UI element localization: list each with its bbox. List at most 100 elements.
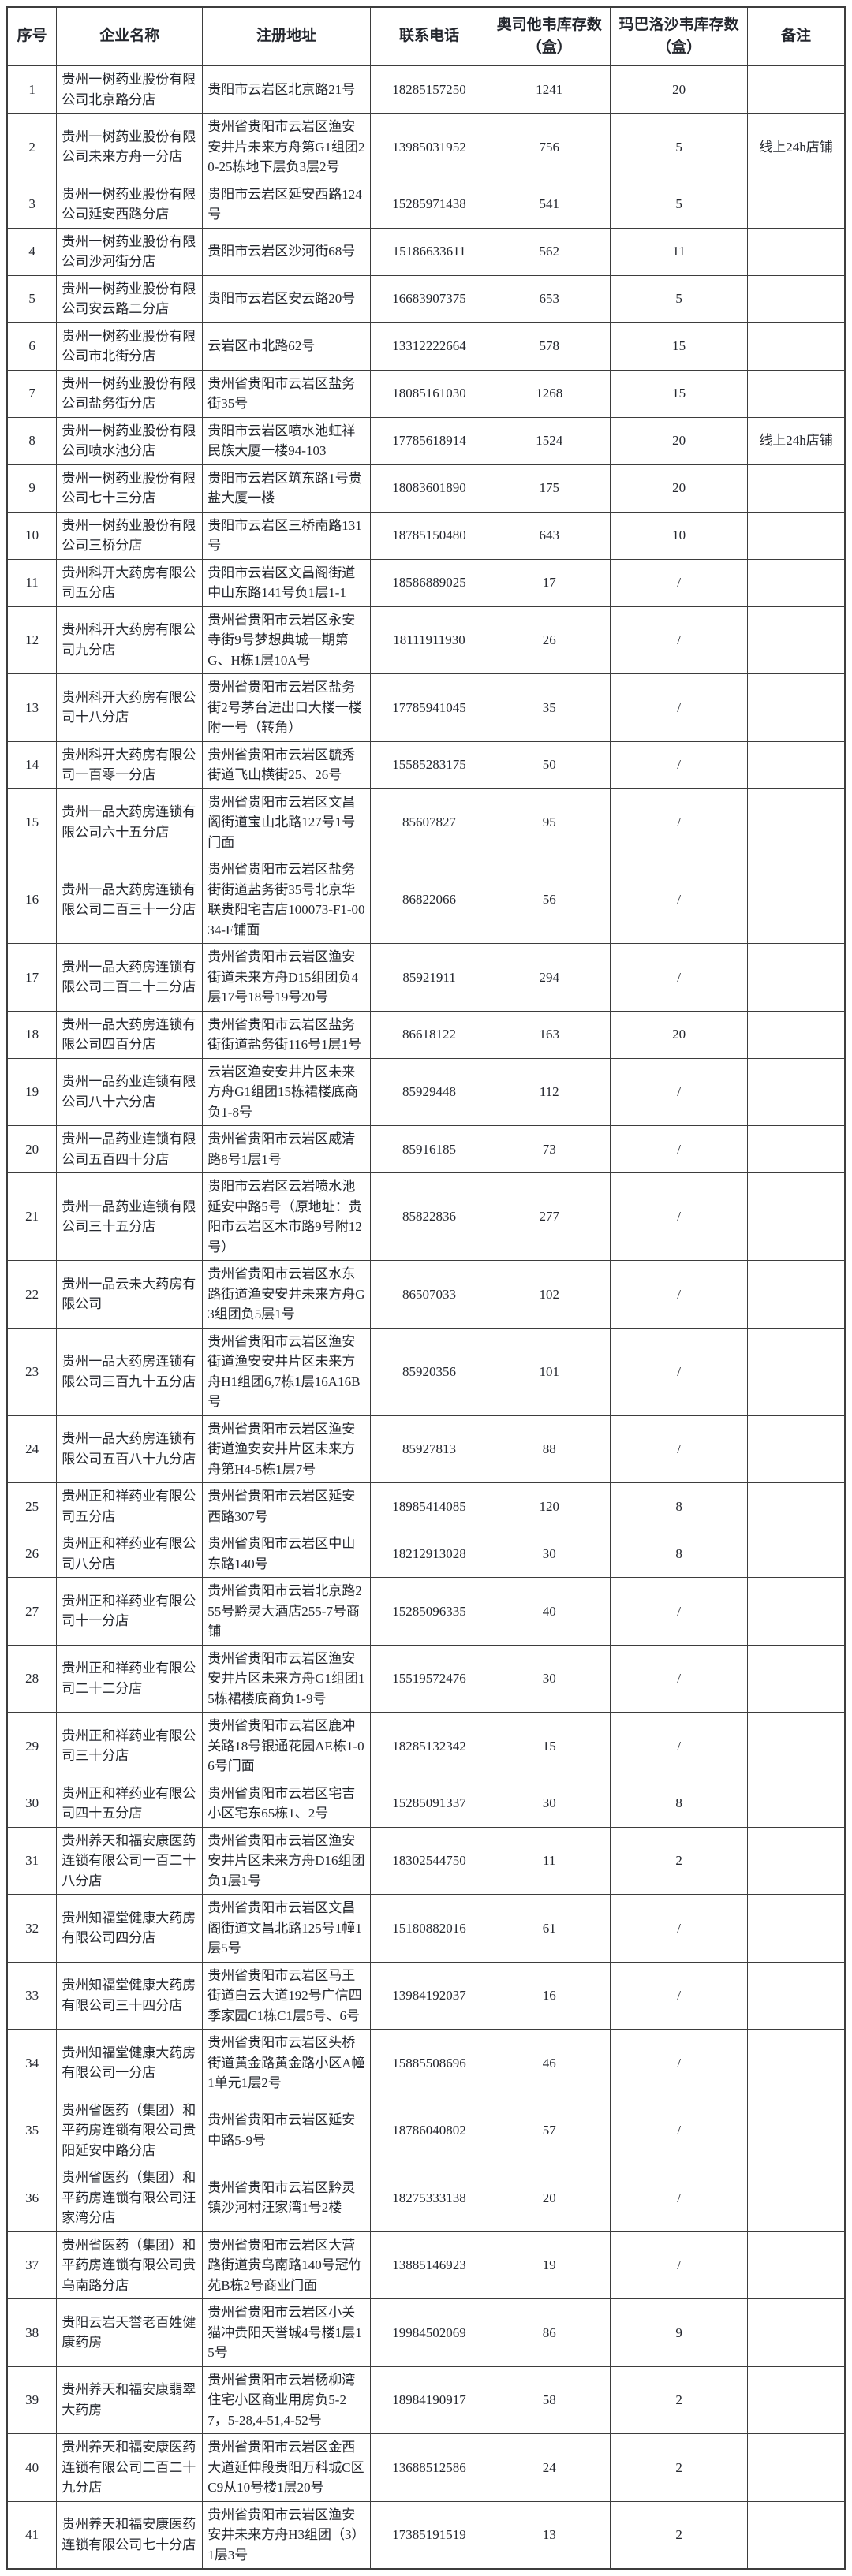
cell-address: 贵州省贵阳市云岩区渔安街道未来方舟D15组团负4层17号18号19号20号 [202, 943, 371, 1012]
cell-oseltamivir: 1268 [488, 369, 611, 418]
cell-oseltamivir: 56 [488, 856, 611, 944]
cell-oseltamivir: 16 [488, 1961, 611, 2030]
cell-remark [747, 606, 846, 674]
cell-baloxavir: 9 [610, 2298, 749, 2367]
cell-oseltamivir: 11 [488, 1826, 611, 1895]
cell-baloxavir: 2 [610, 2433, 749, 2502]
cell-name: 贵州一树药业股份有限公司延安西路分店 [56, 180, 204, 229]
cell-remark [747, 65, 846, 114]
cell-name: 贵州一品云未大药房有限公司 [56, 1260, 204, 1329]
cell-oseltamivir: 163 [488, 1010, 611, 1059]
cell-phone: 85607827 [369, 788, 489, 856]
cell-remark [747, 464, 846, 513]
table-row: 20 贵州一品药业连锁有限公司五百四十分店 贵州省贵阳市云岩区威清路8号1层1号 85… [6, 1125, 846, 1173]
cell-remark [747, 322, 846, 371]
cell-baloxavir: 2 [610, 1826, 749, 1895]
table-row: 23 贵州一品大药房连锁有限公司三百九十五分店 贵州省贵阳市云岩区渔安街道渔安安井片… [6, 1327, 846, 1416]
cell-seq: 10 [6, 511, 58, 560]
cell-remark [747, 511, 846, 560]
cell-remark: 线上24h店铺 [747, 113, 846, 181]
cell-phone: 17785618914 [369, 416, 489, 465]
cell-baloxavir: / [610, 2096, 749, 2164]
cell-name: 贵州一品大药房连锁有限公司三百九十五分店 [56, 1327, 204, 1416]
cell-phone: 13688512586 [369, 2433, 489, 2502]
cell-remark [747, 2096, 846, 2164]
cell-name: 贵州一树药业股份有限公司安云路二分店 [56, 274, 204, 323]
cell-name: 贵州一品大药房连锁有限公司二百三十一分店 [56, 856, 204, 944]
cell-address: 贵州省贵阳市云岩区渔安安井片区未来方舟G1组团15栋裙楼底商负1-9号 [202, 1644, 371, 1713]
cell-oseltamivir: 756 [488, 113, 611, 181]
table-row: 32 贵州知福堂健康大药房有限公司四分店 贵州省贵阳市云岩区文昌阁街道文昌北路125… [6, 1894, 846, 1963]
cell-name: 贵州养天和福安康医药连锁有限公司七十分店 [56, 2500, 204, 2570]
cell-baloxavir: 20 [610, 1010, 749, 1059]
cell-address: 贵阳市云岩区北京路21号 [202, 65, 371, 114]
cell-name: 贵州一品大药房连锁有限公司四百分店 [56, 1010, 204, 1059]
cell-address: 贵州省贵阳市云岩区文昌阁街道文昌北路125号1幢1层5号 [202, 1894, 371, 1963]
cell-phone: 15585283175 [369, 740, 489, 789]
cell-baloxavir: / [610, 1577, 749, 1646]
cell-phone: 18785150480 [369, 511, 489, 560]
cell-remark [747, 856, 846, 944]
cell-seq: 28 [6, 1644, 58, 1713]
cell-oseltamivir: 30 [488, 1530, 611, 1578]
cell-remark [747, 2164, 846, 2232]
cell-seq: 30 [6, 1779, 58, 1828]
table-row: 30 贵州正和祥药业有限公司四十五分店 贵州省贵阳市云岩区宅吉小区宅东65栋1、2号… [6, 1779, 846, 1828]
cell-name: 贵州一品药业连锁有限公司三十五分店 [56, 1172, 204, 1261]
cell-seq: 41 [6, 2500, 58, 2570]
cell-oseltamivir: 17 [488, 558, 611, 607]
cell-seq: 20 [6, 1125, 58, 1173]
cell-remark [747, 788, 846, 856]
cell-oseltamivir: 30 [488, 1779, 611, 1828]
cell-baloxavir: / [610, 1172, 749, 1261]
cell-name: 贵州正和祥药业有限公司四十五分店 [56, 1779, 204, 1828]
table-row: 12 贵州科开大药房有限公司九分店 贵州省贵阳市云岩区永安寺街9号梦想典城一期第G、… [6, 606, 846, 674]
cell-phone: 15285096335 [369, 1577, 489, 1646]
cell-address: 贵州省贵阳市云岩区大营路街道贵乌南路140号冠竹苑B栋2号商业门面 [202, 2231, 371, 2299]
cell-oseltamivir: 95 [488, 788, 611, 856]
cell-seq: 11 [6, 558, 58, 607]
cell-baloxavir: / [610, 2029, 749, 2097]
cell-address: 贵阳市云岩区文昌阁街道中山东路141号负1层1-1 [202, 558, 371, 607]
cell-name: 贵州知福堂健康大药房有限公司三十四分店 [56, 1961, 204, 2030]
cell-name: 贵州正和祥药业有限公司二十二分店 [56, 1644, 204, 1713]
cell-baloxavir: / [610, 673, 749, 742]
table-row: 15 贵州一品大药房连锁有限公司六十五分店 贵州省贵阳市云岩区文昌阁街道宝山北路12… [6, 788, 846, 856]
cell-phone: 16683907375 [369, 274, 489, 323]
cell-remark [747, 1172, 846, 1261]
cell-phone: 18083601890 [369, 464, 489, 513]
cell-oseltamivir: 562 [488, 227, 611, 276]
column-header-baloxavir: 玛巴洛沙韦库存数（盒） [610, 6, 749, 66]
cell-seq: 39 [6, 2365, 58, 2434]
cell-seq: 12 [6, 606, 58, 674]
cell-baloxavir: / [610, 1260, 749, 1329]
table-row: 40 贵州养天和福安康医药连锁有限公司二百二十九分店 贵州省贵阳市云岩区金西大道延伸… [6, 2433, 846, 2502]
cell-remark [747, 369, 846, 418]
cell-oseltamivir: 102 [488, 1260, 611, 1329]
cell-baloxavir: 2 [610, 2365, 749, 2434]
cell-remark [747, 1961, 846, 2030]
cell-oseltamivir: 175 [488, 464, 611, 513]
cell-seq: 23 [6, 1327, 58, 1416]
cell-name: 贵州养天和福安康医药连锁有限公司二百二十九分店 [56, 2433, 204, 2502]
cell-name: 贵州科开大药房有限公司一百零一分店 [56, 740, 204, 789]
cell-baloxavir: 5 [610, 180, 749, 229]
cell-baloxavir: 8 [610, 1482, 749, 1530]
cell-address: 贵州省贵阳市云岩区盐务街街道盐务街35号北京华联贵阳宅吉店100073-F1-0… [202, 856, 371, 944]
cell-oseltamivir: 20 [488, 2164, 611, 2232]
cell-seq: 4 [6, 227, 58, 276]
cell-oseltamivir: 73 [488, 1125, 611, 1173]
cell-seq: 31 [6, 1826, 58, 1895]
table-row: 21 贵州一品药业连锁有限公司三十五分店 贵阳市云岩区云岩喷水池延安中路5号（原地址… [6, 1172, 846, 1261]
cell-address: 贵州省贵阳市云岩区小关猫冲贵阳天誉城4号楼1层15号 [202, 2298, 371, 2367]
cell-oseltamivir: 643 [488, 511, 611, 560]
cell-name: 贵州一树药业股份有限公司七十三分店 [56, 464, 204, 513]
cell-phone: 18984190917 [369, 2365, 489, 2434]
table-row: 3 贵州一树药业股份有限公司延安西路分店 贵阳市云岩区延安西路124号 1528597… [6, 180, 846, 229]
cell-address: 贵州省贵阳市云岩区毓秀街道飞山横街25、26号 [202, 740, 371, 789]
cell-baloxavir: / [610, 1125, 749, 1173]
cell-oseltamivir: 40 [488, 1577, 611, 1646]
cell-name: 贵州正和祥药业有限公司五分店 [56, 1482, 204, 1530]
cell-seq: 25 [6, 1482, 58, 1530]
cell-remark [747, 1826, 846, 1895]
